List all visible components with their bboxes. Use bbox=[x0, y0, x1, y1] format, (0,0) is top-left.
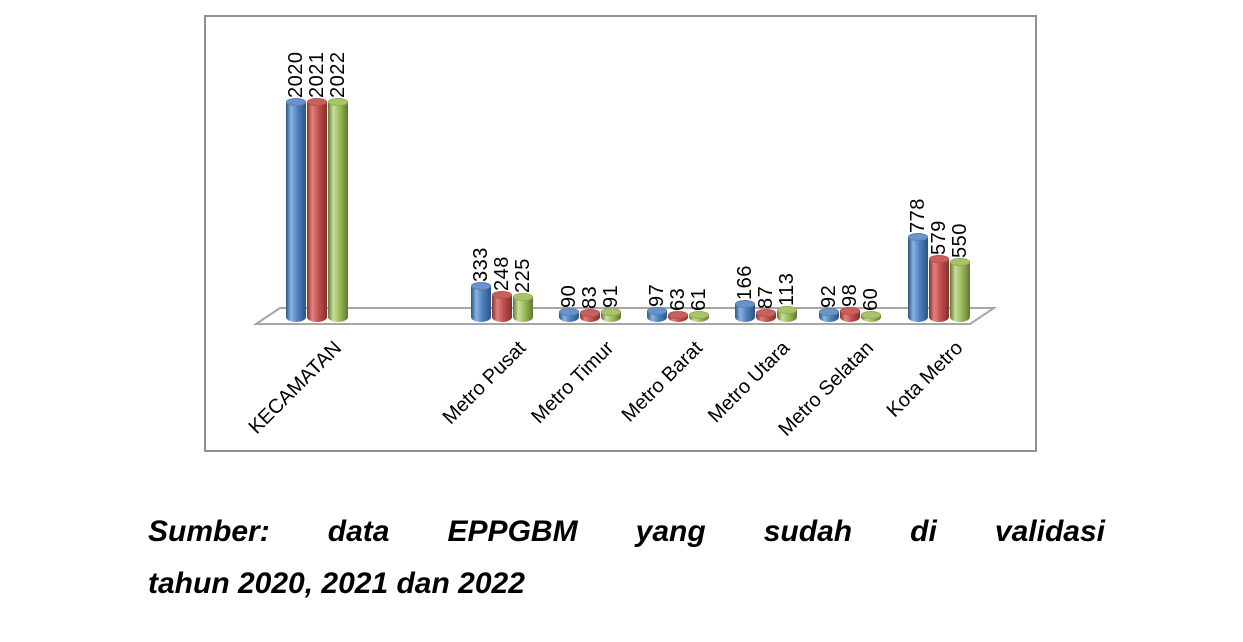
bar-value-label: 2021 bbox=[306, 51, 328, 99]
bar-2021-metro-pusat bbox=[492, 291, 512, 322]
cylinder-top bbox=[471, 282, 491, 290]
cylinder-body bbox=[735, 304, 755, 322]
bar-value-label: 63 bbox=[667, 287, 689, 311]
bar-value-label: 550 bbox=[949, 223, 971, 258]
cylinder-top bbox=[307, 98, 327, 106]
bar-2022-metro-pusat bbox=[513, 293, 533, 322]
bar-2022-metro-timur bbox=[601, 308, 621, 322]
cylinder-top bbox=[756, 309, 776, 317]
cylinder-top bbox=[777, 306, 797, 314]
cylinder-body bbox=[840, 311, 860, 322]
bar-value-label: 2020 bbox=[285, 51, 307, 99]
cylinder-top bbox=[929, 255, 949, 263]
bar-value-label: 83 bbox=[579, 285, 601, 309]
cylinder-top bbox=[840, 307, 860, 315]
cylinder-body bbox=[307, 102, 327, 322]
cylinder-top bbox=[492, 291, 512, 299]
cylinder-body bbox=[819, 312, 839, 322]
bar-value-label: 113 bbox=[776, 272, 798, 306]
chart-frame: 2020 2021 2022 333 248 225 90 83 91 97 63 61 166 87 11… bbox=[204, 15, 1037, 452]
caption-line-1: Sumber: data EPPGBM yang sudah di valida… bbox=[148, 515, 1105, 548]
bar-2022-kecamatan bbox=[328, 98, 348, 322]
cylinder-body bbox=[513, 297, 533, 322]
cylinder-body bbox=[471, 286, 491, 322]
cylinder-body bbox=[647, 311, 667, 322]
bar-2021-metro-barat bbox=[668, 311, 688, 322]
cylinder-top bbox=[601, 308, 621, 316]
bar-2022-metro-selatan bbox=[861, 311, 881, 322]
cylinder-top bbox=[908, 233, 928, 241]
bar-value-label: 2022 bbox=[327, 51, 349, 99]
bar-2020-metro-barat bbox=[647, 307, 667, 322]
cylinder-body bbox=[756, 313, 776, 322]
cylinder-body bbox=[580, 313, 600, 322]
cylinder-top bbox=[328, 98, 348, 106]
cylinder-body bbox=[908, 237, 928, 322]
cylinder-body bbox=[950, 262, 970, 322]
bar-2020-metro-utara bbox=[735, 300, 755, 322]
bar-2020-kota-metro bbox=[908, 233, 928, 322]
cylinder-top bbox=[668, 311, 688, 319]
bar-value-label: 333 bbox=[470, 247, 492, 282]
bar-2021-kota-metro bbox=[929, 255, 949, 322]
bar-2021-metro-utara bbox=[756, 309, 776, 322]
cylinder-body bbox=[929, 259, 949, 322]
cylinder-top bbox=[819, 308, 839, 316]
cylinder-top bbox=[735, 300, 755, 308]
cylinder-top bbox=[689, 311, 709, 319]
cylinder-top bbox=[286, 98, 306, 106]
bar-value-label: 778 bbox=[907, 198, 929, 233]
bar-2022-metro-barat bbox=[689, 311, 709, 322]
bar-value-label: 61 bbox=[688, 287, 710, 311]
bar-2020-metro-pusat bbox=[471, 282, 491, 322]
caption-line-2: tahun 2020, 2021 dan 2022 bbox=[148, 567, 525, 600]
bar-value-label: 97 bbox=[646, 283, 668, 307]
cylinder-body bbox=[328, 102, 348, 322]
bar-value-label: 91 bbox=[600, 284, 622, 308]
cylinder-top bbox=[559, 308, 579, 316]
bar-2021-kecamatan bbox=[307, 98, 327, 322]
bar-value-label: 87 bbox=[755, 285, 777, 309]
bar-value-label: 90 bbox=[558, 284, 580, 308]
bar-value-label: 92 bbox=[818, 284, 840, 308]
bar-value-label: 166 bbox=[734, 265, 756, 300]
bar-2021-metro-timur bbox=[580, 309, 600, 322]
cylinder-top bbox=[861, 311, 881, 319]
bar-2021-metro-selatan bbox=[840, 307, 860, 322]
bar-2022-kota-metro bbox=[950, 258, 970, 322]
bar-value-label: 579 bbox=[928, 220, 950, 255]
bar-value-label: 248 bbox=[491, 256, 513, 291]
bar-value-label: 60 bbox=[860, 287, 882, 311]
cylinder-top bbox=[580, 309, 600, 317]
cylinder-body bbox=[492, 295, 512, 322]
cylinder-top bbox=[647, 307, 667, 315]
cylinder-top bbox=[950, 258, 970, 266]
bar-2022-metro-utara bbox=[777, 306, 797, 322]
bar-2020-metro-timur bbox=[559, 308, 579, 322]
bar-2020-metro-selatan bbox=[819, 308, 839, 322]
cylinder-body bbox=[286, 102, 306, 322]
cylinder-body bbox=[601, 312, 621, 322]
cylinder-top bbox=[513, 293, 533, 301]
source-caption: Sumber: data EPPGBM yang sudah di valida… bbox=[148, 506, 1105, 610]
chart-floor bbox=[252, 307, 998, 325]
bar-value-label: 225 bbox=[512, 258, 534, 293]
cylinder-body bbox=[559, 312, 579, 322]
bar-2020-kecamatan bbox=[286, 98, 306, 322]
bar-value-label: 98 bbox=[839, 283, 861, 307]
